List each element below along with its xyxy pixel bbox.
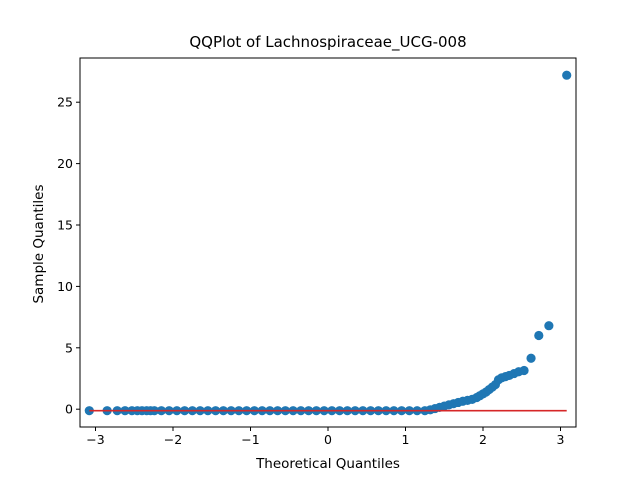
y-tick-label: 0 <box>65 402 73 417</box>
x-tick-label: 0 <box>324 432 332 447</box>
plot-area: −3 −2 −1 0 1 2 3 0 5 10 15 20 25 <box>57 57 577 447</box>
x-tick-label: 1 <box>402 432 410 447</box>
y-axis-label: Sample Quantiles <box>31 184 47 303</box>
data-point <box>544 321 554 331</box>
x-axis-label: Theoretical Quantiles <box>255 456 400 472</box>
y-tick-label: 10 <box>57 279 73 294</box>
x-tick-label: −3 <box>86 432 104 447</box>
data-point <box>526 353 536 363</box>
x-tick-label: −1 <box>241 432 259 447</box>
y-tick-label: 25 <box>57 95 73 110</box>
y-tick-label: 20 <box>57 156 73 171</box>
x-tick-label: 3 <box>557 432 565 447</box>
x-tick-label: 2 <box>479 432 487 447</box>
x-tick-label: −2 <box>164 432 182 447</box>
y-tick-label: 5 <box>65 340 73 355</box>
axes-frame <box>79 57 577 428</box>
chart-title: QQPlot of Lachnospiraceae_UCG-008 <box>189 33 466 52</box>
data-point <box>562 70 572 80</box>
y-tick-label: 15 <box>57 218 73 233</box>
data-point <box>519 365 529 376</box>
data-point <box>534 330 544 341</box>
